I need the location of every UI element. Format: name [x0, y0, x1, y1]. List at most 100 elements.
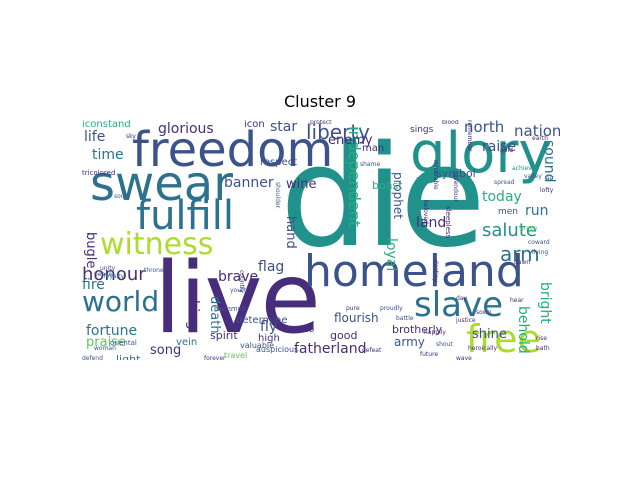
word-slave: slave: [414, 285, 504, 325]
word-die: die: [280, 120, 486, 279]
word-day: day: [456, 295, 468, 302]
word-green: green: [520, 225, 538, 232]
word-time: time: [92, 147, 124, 163]
word-unity: unity: [100, 265, 116, 272]
word-pure: pure: [346, 305, 360, 312]
word-valuable: valuable: [240, 341, 275, 350]
word-land: land: [416, 215, 447, 231]
word-dawn: dawn: [514, 259, 531, 266]
word-defeat: defeat: [362, 347, 382, 354]
word-homeland: homeland: [304, 246, 524, 297]
word-air: air: [546, 175, 554, 182]
word-live: live: [154, 242, 321, 356]
word-sown: sown: [476, 309, 492, 316]
word-praise: praise: [86, 335, 126, 350]
word-proudly: proudly: [380, 305, 403, 312]
word-raise: raise: [482, 139, 517, 155]
word-shame: shame: [360, 161, 381, 168]
word-free: free: [466, 317, 541, 360]
word-flourish: flourish: [334, 311, 379, 325]
word-arab: arab: [296, 325, 315, 334]
word-remember: remember: [466, 120, 473, 152]
word-living: living: [532, 249, 549, 256]
word-sky: sky: [126, 133, 136, 140]
word-determine: determine: [236, 315, 288, 326]
word-north: north: [464, 120, 505, 136]
word-flag: flag: [258, 259, 285, 275]
word-life: life: [84, 129, 106, 145]
word-wave: wave: [456, 355, 472, 361]
word-loyal: loyal: [383, 238, 399, 272]
word-coward: coward: [528, 239, 550, 246]
word-achieve: achieve: [512, 165, 536, 172]
word-brotherly: brotherly: [392, 323, 443, 336]
word-star: star: [270, 120, 298, 135]
word-throne: throne: [144, 267, 164, 274]
word-destiny: destiny: [432, 260, 439, 282]
word-prophet: prophet: [391, 172, 405, 219]
word-honour: honour: [82, 264, 146, 285]
word-freedom: freedom: [132, 122, 334, 178]
word-world: world: [82, 285, 160, 318]
word-blood: blood: [442, 120, 459, 126]
word-respect: respect: [260, 157, 298, 168]
word-fortune: fortune: [86, 323, 138, 339]
word-splendour: splendour: [452, 172, 459, 202]
word-boast: boast: [372, 179, 403, 192]
word-hear: hear: [510, 297, 524, 304]
word-man: man: [362, 143, 385, 154]
word-earth: earth: [532, 135, 548, 142]
word-battle: battle: [396, 315, 414, 322]
word-bath: bath: [536, 345, 550, 352]
word-valley: valley: [524, 173, 542, 180]
word-happily: happily: [424, 329, 446, 336]
word-behold: behold: [515, 306, 531, 354]
word-rise: rise: [536, 335, 547, 342]
word-high: high: [258, 333, 280, 344]
word-wine: wine: [286, 177, 317, 192]
word-hand: hand: [283, 216, 298, 249]
word-men: men: [498, 207, 519, 217]
word-symbol: symbol: [436, 167, 476, 180]
word-vein: vein: [176, 337, 198, 348]
word-king: king: [185, 300, 201, 330]
word-loyalty: loyalty: [104, 273, 125, 280]
word-heroically: heroically: [468, 345, 498, 352]
word-gold: gold: [500, 147, 513, 154]
word-liberty: liberty: [306, 120, 371, 144]
word-good: good: [330, 329, 358, 342]
word-fly: fly: [260, 319, 278, 335]
word-fulfill: fulfill: [136, 193, 234, 239]
word-oriental: oriental: [110, 339, 137, 347]
word-spirit: spirit: [210, 329, 238, 342]
word-today: today: [482, 189, 522, 205]
word-song: song: [150, 343, 182, 358]
word-lofty: lofty: [540, 187, 554, 194]
word-enemy: enemy: [328, 133, 373, 148]
word-summon: summon: [216, 305, 247, 313]
word-woman: woman: [94, 345, 116, 352]
word-defend: defend: [82, 355, 103, 361]
word-banner: banner: [224, 175, 274, 191]
word-sleepless: sleepless: [444, 206, 452, 239]
word-tricolored: tricolored: [82, 169, 116, 177]
word-beloved: beloved: [422, 200, 429, 224]
word-run: run: [525, 203, 549, 219]
word-witness: witness: [100, 227, 214, 262]
word-salute: salute: [482, 220, 537, 241]
word-peace: peace: [94, 271, 113, 278]
chart-title: Cluster 9: [283, 92, 357, 111]
word-brave: brave: [218, 269, 259, 285]
word-swear: swear: [90, 156, 233, 212]
word-auspicious: auspicious: [256, 345, 299, 354]
word-arm: arm: [500, 242, 540, 266]
word-shout: shout: [436, 341, 453, 348]
word-souls: souls: [114, 193, 130, 200]
word-future: future: [420, 351, 439, 358]
word-light: light: [116, 353, 141, 360]
word-independent: independent: [345, 126, 364, 228]
word-travel: travel: [224, 351, 248, 360]
word-forever: forever: [204, 355, 226, 361]
word-iconstand: iconstand: [82, 120, 131, 130]
word-army: army: [394, 335, 425, 349]
